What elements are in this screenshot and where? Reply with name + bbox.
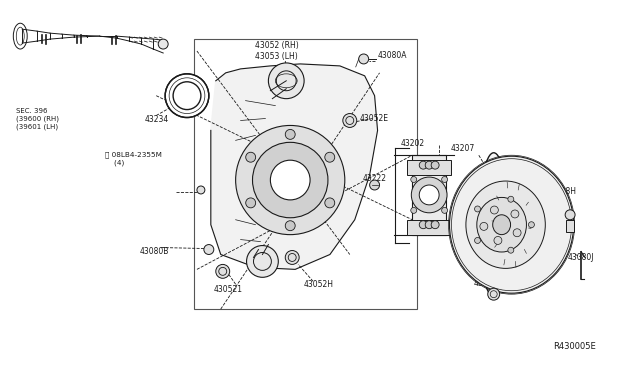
- Text: 43052E: 43052E: [360, 114, 388, 123]
- Bar: [412, 155, 446, 235]
- Ellipse shape: [466, 181, 545, 268]
- Circle shape: [419, 161, 427, 169]
- Circle shape: [236, 125, 345, 235]
- Circle shape: [268, 63, 304, 99]
- Circle shape: [488, 288, 500, 300]
- Text: 43222: 43222: [363, 174, 387, 183]
- Circle shape: [475, 206, 481, 212]
- Circle shape: [511, 210, 519, 218]
- Polygon shape: [211, 64, 378, 269]
- Bar: [407, 160, 451, 175]
- Circle shape: [494, 237, 502, 244]
- Text: 43234: 43234: [145, 115, 168, 124]
- Circle shape: [513, 229, 521, 237]
- Text: 430521: 430521: [214, 285, 243, 294]
- Text: 43080B: 43080B: [140, 247, 169, 256]
- Circle shape: [158, 39, 168, 49]
- Text: 43202: 43202: [401, 139, 424, 148]
- Text: Ⓑ 08LB4-2355M
    (4): Ⓑ 08LB4-2355M (4): [104, 151, 161, 166]
- Circle shape: [325, 152, 335, 162]
- Circle shape: [411, 208, 417, 214]
- Circle shape: [370, 180, 380, 190]
- Circle shape: [412, 177, 447, 213]
- Bar: [566, 220, 574, 232]
- Circle shape: [425, 221, 433, 229]
- Text: 43052 (RH)
43053 (LH): 43052 (RH) 43053 (LH): [255, 41, 300, 61]
- Circle shape: [529, 222, 534, 228]
- Circle shape: [165, 74, 209, 118]
- Ellipse shape: [477, 198, 527, 252]
- Text: 43080J: 43080J: [567, 253, 594, 262]
- Circle shape: [325, 198, 335, 208]
- Circle shape: [285, 221, 295, 231]
- Circle shape: [216, 264, 230, 278]
- Circle shape: [565, 210, 575, 220]
- Ellipse shape: [449, 156, 573, 293]
- Text: 43052H: 43052H: [304, 280, 334, 289]
- Circle shape: [480, 222, 488, 230]
- Ellipse shape: [493, 215, 511, 235]
- Ellipse shape: [479, 153, 509, 296]
- Circle shape: [431, 221, 439, 229]
- Circle shape: [285, 129, 295, 140]
- Bar: [194, 39, 417, 309]
- Circle shape: [270, 160, 310, 200]
- Circle shape: [419, 185, 439, 205]
- Circle shape: [442, 208, 447, 214]
- Circle shape: [285, 250, 299, 264]
- Circle shape: [490, 206, 499, 214]
- Circle shape: [246, 198, 255, 208]
- Circle shape: [475, 237, 481, 243]
- Circle shape: [425, 161, 433, 169]
- Circle shape: [358, 54, 369, 64]
- Circle shape: [253, 142, 328, 218]
- Circle shape: [343, 113, 356, 128]
- Text: 43084: 43084: [474, 279, 498, 288]
- Circle shape: [442, 177, 447, 183]
- Circle shape: [411, 177, 417, 183]
- Circle shape: [197, 186, 205, 194]
- Text: R430005E: R430005E: [553, 342, 596, 351]
- Text: 44098H: 44098H: [547, 187, 576, 196]
- Text: SEC. 396
(39600 (RH)
(39601 (LH): SEC. 396 (39600 (RH) (39601 (LH): [16, 108, 60, 129]
- Circle shape: [246, 246, 278, 277]
- Circle shape: [204, 244, 214, 254]
- Text: 43207: 43207: [451, 144, 476, 153]
- Circle shape: [431, 161, 439, 169]
- Circle shape: [508, 247, 514, 253]
- Circle shape: [246, 152, 255, 162]
- Circle shape: [419, 221, 427, 229]
- Text: 43080A: 43080A: [378, 51, 407, 61]
- Bar: [407, 220, 451, 235]
- Circle shape: [508, 196, 514, 202]
